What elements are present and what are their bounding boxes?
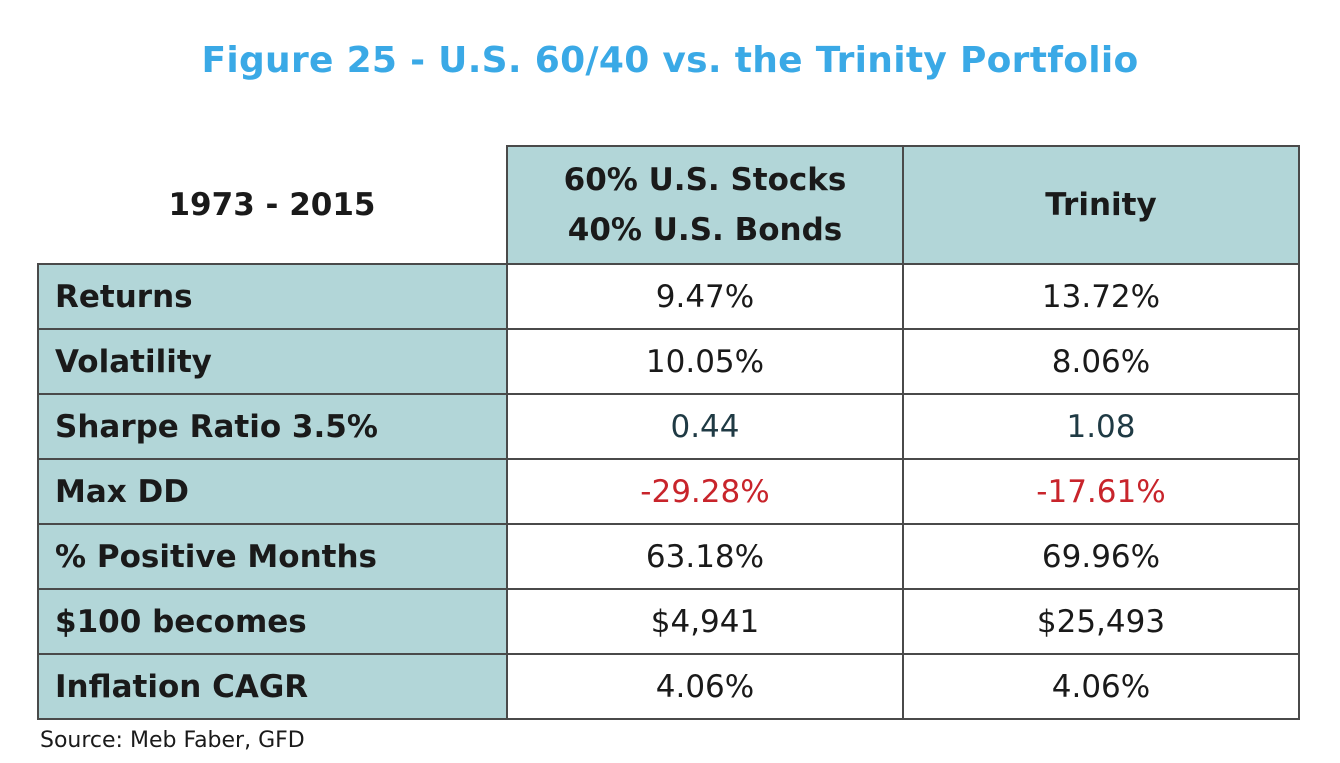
- table-cell: 4.06%: [506, 653, 904, 720]
- table-cell: 4.06%: [902, 653, 1300, 720]
- table-cell: -29.28%: [506, 458, 904, 525]
- table-cell: $25,493: [902, 588, 1300, 655]
- comparison-table: 1973 - 2015 60% U.S. Stocks 40% U.S. Bon…: [37, 145, 1300, 720]
- table-row: Volatility 10.05% 8.06%: [37, 328, 1300, 395]
- table-cell: 13.72%: [902, 263, 1300, 330]
- table-cell: 10.05%: [506, 328, 904, 395]
- column-header-trinity-line1: Trinity: [1045, 187, 1157, 223]
- row-label: % Positive Months: [37, 523, 508, 590]
- table-row: Sharpe Ratio 3.5% 0.44 1.08: [37, 393, 1300, 460]
- header-row: 1973 - 2015 60% U.S. Stocks 40% U.S. Bon…: [38, 145, 1300, 265]
- column-header-60-40-line2: 40% U.S. Bonds: [567, 212, 843, 248]
- column-header-60-40-line1: 60% U.S. Stocks: [563, 162, 847, 198]
- row-label: Max DD: [37, 458, 508, 525]
- table-row: Inflation CAGR 4.06% 4.06%: [37, 653, 1300, 720]
- table-row: Max DD -29.28% -17.61%: [37, 458, 1300, 525]
- table-cell: 1.08: [902, 393, 1300, 460]
- column-header-60-40: 60% U.S. Stocks 40% U.S. Bonds: [506, 145, 904, 265]
- row-label: Returns: [37, 263, 508, 330]
- row-label: Inflation CAGR: [37, 653, 508, 720]
- period-label: 1973 - 2015: [38, 146, 508, 265]
- figure-title: Figure 25 - U.S. 60/40 vs. the Trinity P…: [201, 40, 1139, 81]
- table-cell: 69.96%: [902, 523, 1300, 590]
- table-row: $100 becomes $4,941 $25,493: [37, 588, 1300, 655]
- table-row: % Positive Months 63.18% 69.96%: [37, 523, 1300, 590]
- row-label: Sharpe Ratio 3.5%: [37, 393, 508, 460]
- table-cell: 0.44: [506, 393, 904, 460]
- row-label: $100 becomes: [37, 588, 508, 655]
- table-cell: 63.18%: [506, 523, 904, 590]
- table-cell: 8.06%: [902, 328, 1300, 395]
- row-label: Volatility: [37, 328, 508, 395]
- table-cell: 9.47%: [506, 263, 904, 330]
- table-row: Returns 9.47% 13.72%: [37, 263, 1300, 330]
- source-note: Source: Meb Faber, GFD: [40, 728, 305, 753]
- column-header-trinity: Trinity: [902, 145, 1300, 265]
- table-cell: $4,941: [506, 588, 904, 655]
- table-cell: -17.61%: [902, 458, 1300, 525]
